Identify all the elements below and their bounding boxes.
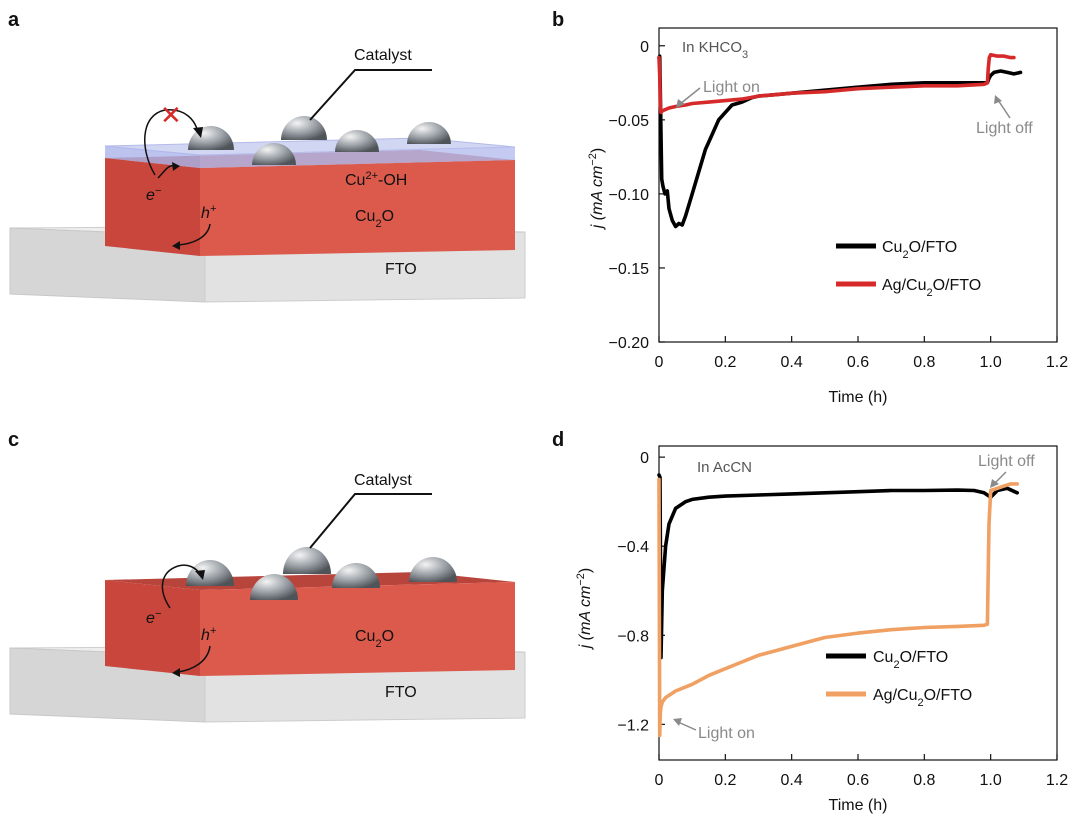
series-group-d [657,473,1020,738]
cu2o-layer [105,150,515,256]
condition-label-b: In KHCO3 [682,39,748,61]
x-axis-label-d: Time (h) [829,797,888,814]
catalyst-particles-c [186,547,457,600]
catalyst-dome [281,116,327,140]
catalyst-dome [407,122,451,144]
annotation-arrow-light-on-d [677,721,697,731]
y-tick-label: 0 [640,450,649,467]
x-tick-label: 0.4 [781,354,803,371]
x-tick-label: 0.6 [847,354,869,371]
catalyst-label-c: Catalyst [354,472,412,489]
series-line-ag-d [657,477,1020,738]
annotation-arrowhead-light-off-b [994,95,1002,104]
legend-label-ag-d: Ag/Cu2O/FTO [873,687,972,709]
x-axis-label-b: Time (h) [829,389,888,406]
annotation-light-off-b: Light off [976,120,1033,137]
legend-b: Cu2O/FTO Ag/Cu2O/FTO [836,239,981,299]
catalyst-dome [283,547,331,574]
legend-label-cu2o-d: Cu2O/FTO [873,649,948,671]
series-line-cu2o-d [657,473,1020,660]
series-group-b [657,52,1023,229]
catalyst-dome [335,130,379,152]
x-tick-label: 0.4 [781,772,803,789]
y-tick-label: −0.10 [609,187,650,204]
schematic-panel-a: a [8,9,526,303]
panel-letter-c: c [8,429,19,451]
x-tick-label: 0.2 [714,354,736,371]
hole-label-c: h+ [201,625,217,644]
electron-path-c [161,564,201,609]
y-tick-label: −0.05 [609,113,650,130]
chart-panel-d: d 0 0.2 0.4 0.6 0.8 1.0 1.2 0 −0.4 −0.8 −1.2 In Ac… [552,429,1068,814]
x-tick-label: 0.2 [714,772,736,789]
y-tick-label: −0.4 [617,539,649,556]
legend-label-ag-b: Ag/Cu2O/FTO [882,277,981,299]
blocked-cross-mark: ✕ [160,100,182,130]
annotation-arrowhead-light-on-d [673,718,682,726]
x-tick-label: 1.2 [1046,354,1068,371]
cu2o-layer-c [105,572,515,676]
catalyst-dome [186,560,234,586]
catalyst-dome [409,557,457,582]
hole-path-c [177,645,211,673]
panel-letter-b: b [552,9,564,31]
x-tick-label: 0 [655,354,664,371]
plot-frame-b [658,27,1058,343]
x-tick-label: 0.8 [913,354,935,371]
cu2o-label-c: Cu2O [355,628,394,650]
cu-oh-label: Cu2+-OH [345,170,407,189]
x-tick-label: 0.6 [847,772,869,789]
catalyst-callout-line [309,69,432,121]
hole-arrowhead-c [172,668,180,677]
x-tick-label: 1.0 [980,354,1002,371]
y-tick-label: −0.20 [609,335,650,352]
fto-label-a: FTO [385,261,417,278]
catalyst-dome [250,574,298,600]
condition-label-d: In AcCN [697,459,752,476]
panel-letter-a: a [8,9,20,31]
series-line-ag-b [657,52,1016,115]
x-tick-label: 0 [655,772,664,789]
electron-label-c: e− [146,608,162,627]
hole-path-a [177,223,211,246]
x-tick-label: 1.0 [980,772,1002,789]
y-tick-label: −0.8 [617,628,649,645]
legend-d: Cu2O/FTO Ag/Cu2O/FTO [826,649,972,709]
x-tick-label: 0.8 [913,772,935,789]
electron-arrowhead-c [195,570,205,580]
y-axis-label-d: j (mA cm−2) [575,568,594,650]
annotation-light-off-d: Light off [978,453,1035,470]
chart-panel-b: b 0 0.2 0.4 0.6 0.8 1.0 1.2 0 −0.05 −0.10 −0.15 −0.… [552,9,1068,406]
annotation-arrowhead-light-off-d [990,479,999,488]
panel-letter-d: d [552,429,564,451]
hole-arrowhead-a [172,241,180,250]
catalyst-dome [252,143,296,165]
y-axis-label-b: j (mA cm−2) [587,148,606,230]
electron-label-a: e− [146,185,162,204]
x-tick-label: 1.2 [1046,772,1068,789]
legend-label-cu2o-b: Cu2O/FTO [882,239,957,261]
fto-label-c: FTO [385,684,417,701]
y-tick-label: −1.2 [617,717,649,734]
y-tick-label: −0.15 [609,261,650,278]
annotation-arrow-light-on-b [679,87,701,105]
catalyst-callout-line-c [309,493,432,549]
annotation-arrow-light-off-b [997,99,1011,119]
catalyst-dome [332,563,380,588]
annotation-arrowhead-light-on-b [676,99,685,108]
electron-path-blocked [144,109,203,179]
tick-group-b: 0 0.2 0.4 0.6 0.8 1.0 1.2 0 −0.05 −0.10 −0.15 −0.20 [609,39,1069,371]
annotation-light-on-b: Light on [703,79,760,96]
annotation-light-on-d: Light on [698,725,755,742]
y-tick-label: 0 [640,39,649,56]
cu2o-label-a: Cu2O [355,208,394,230]
catalyst-label-a: Catalyst [354,47,412,64]
hole-label-a: h+ [201,203,217,222]
schematic-panel-c: c Catalyst Cu2O FTO [8,429,526,723]
